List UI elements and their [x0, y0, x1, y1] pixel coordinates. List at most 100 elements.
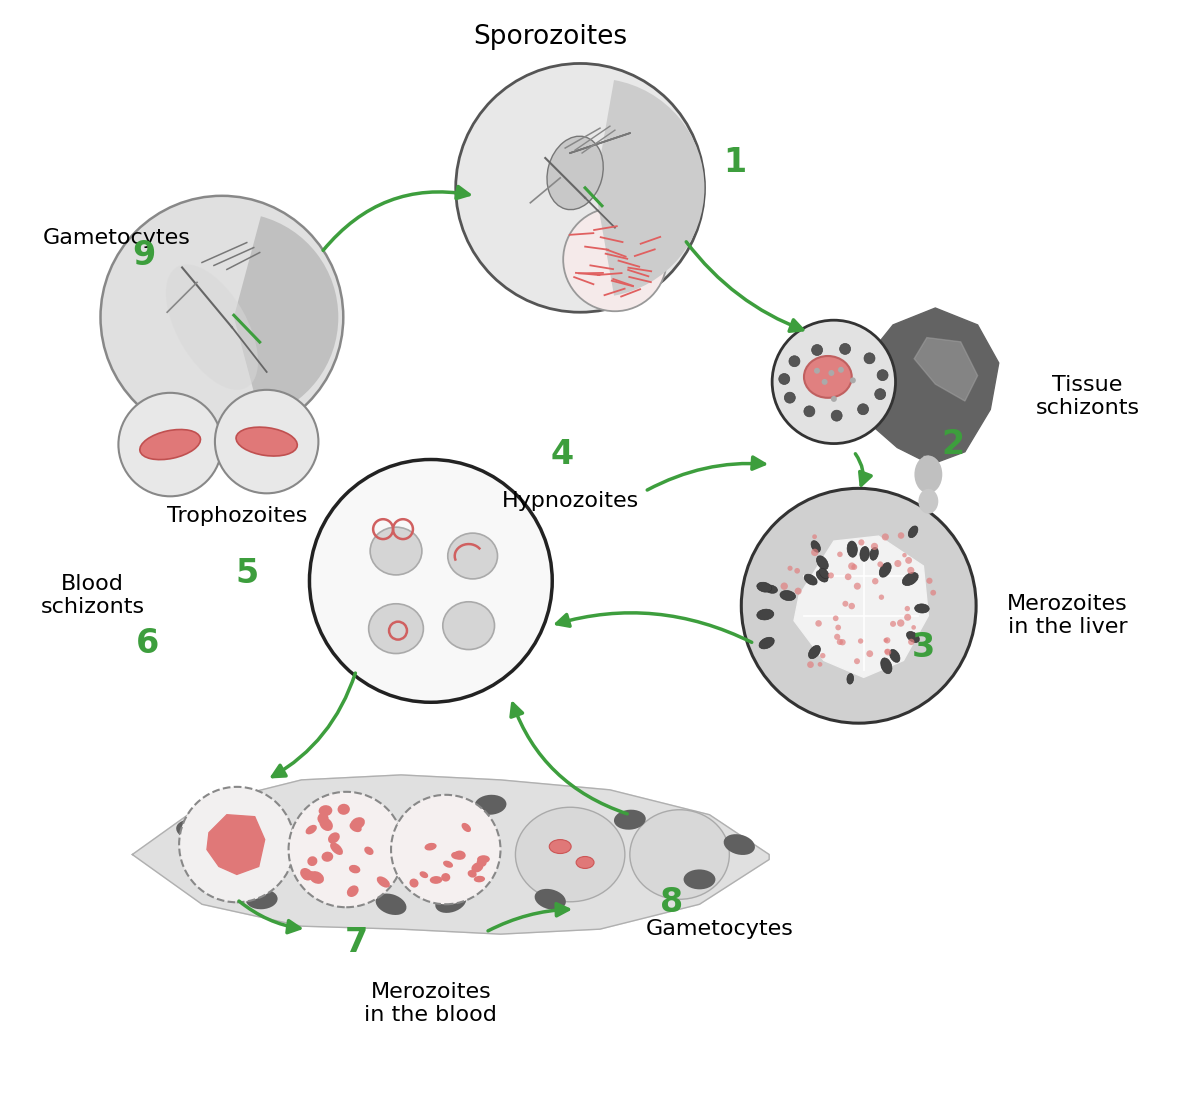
Ellipse shape [310, 872, 324, 884]
Ellipse shape [370, 527, 422, 575]
Ellipse shape [337, 804, 350, 815]
Ellipse shape [430, 876, 443, 884]
Ellipse shape [914, 604, 929, 613]
Ellipse shape [914, 455, 942, 493]
Circle shape [828, 573, 834, 578]
Ellipse shape [436, 892, 467, 913]
Circle shape [894, 560, 901, 567]
Circle shape [871, 542, 878, 550]
Ellipse shape [377, 876, 390, 887]
Text: 7: 7 [344, 925, 368, 959]
Ellipse shape [889, 650, 900, 662]
Circle shape [884, 648, 889, 654]
Circle shape [875, 388, 886, 400]
Polygon shape [794, 536, 929, 677]
Ellipse shape [478, 855, 490, 863]
Ellipse shape [902, 573, 918, 586]
Text: 8: 8 [660, 886, 683, 918]
Circle shape [858, 404, 869, 415]
Ellipse shape [304, 870, 314, 881]
Circle shape [179, 787, 294, 902]
Circle shape [808, 662, 814, 668]
Ellipse shape [176, 819, 208, 839]
Text: Blood
schizonts: Blood schizonts [41, 575, 145, 617]
Circle shape [834, 634, 840, 639]
Circle shape [898, 619, 905, 627]
Circle shape [812, 535, 817, 539]
Ellipse shape [246, 889, 277, 910]
Ellipse shape [847, 541, 857, 557]
Circle shape [840, 344, 851, 355]
Ellipse shape [318, 812, 329, 825]
Circle shape [779, 374, 790, 384]
Ellipse shape [448, 533, 498, 579]
Ellipse shape [376, 894, 407, 915]
Ellipse shape [516, 807, 625, 902]
Circle shape [391, 795, 500, 904]
Ellipse shape [724, 834, 755, 855]
Circle shape [905, 557, 912, 564]
Ellipse shape [908, 526, 918, 538]
Ellipse shape [816, 570, 828, 583]
Circle shape [854, 658, 860, 664]
Ellipse shape [330, 843, 343, 855]
Ellipse shape [472, 863, 484, 873]
Circle shape [898, 532, 905, 539]
Circle shape [820, 653, 826, 658]
Text: Gametocytes: Gametocytes [646, 920, 793, 940]
Ellipse shape [454, 850, 466, 859]
Ellipse shape [766, 585, 778, 594]
Ellipse shape [476, 858, 486, 867]
Circle shape [794, 588, 802, 595]
Polygon shape [132, 775, 769, 934]
Circle shape [815, 620, 822, 627]
Ellipse shape [550, 839, 571, 854]
Circle shape [785, 392, 796, 403]
Circle shape [119, 393, 222, 497]
Text: Merozoites
in the blood: Merozoites in the blood [365, 982, 497, 1026]
Circle shape [908, 638, 914, 645]
Text: 6: 6 [136, 627, 158, 660]
Text: 2: 2 [942, 429, 965, 461]
Circle shape [905, 606, 910, 612]
Circle shape [811, 345, 822, 356]
Text: Tissue
schizonts: Tissue schizonts [1036, 375, 1140, 418]
Ellipse shape [614, 810, 646, 829]
Ellipse shape [319, 818, 332, 831]
Circle shape [456, 64, 704, 312]
Ellipse shape [881, 658, 892, 674]
Ellipse shape [306, 825, 317, 835]
Circle shape [787, 566, 793, 570]
Circle shape [838, 551, 842, 557]
Ellipse shape [780, 590, 796, 600]
Ellipse shape [328, 833, 340, 844]
Ellipse shape [475, 795, 506, 815]
Circle shape [215, 389, 318, 493]
Circle shape [850, 377, 856, 383]
Ellipse shape [630, 810, 730, 899]
Ellipse shape [300, 868, 313, 881]
Ellipse shape [442, 873, 450, 882]
Circle shape [288, 792, 404, 907]
Text: 9: 9 [133, 239, 156, 272]
Polygon shape [914, 338, 978, 401]
Text: Trophozoites: Trophozoites [167, 507, 307, 527]
Circle shape [101, 195, 343, 439]
Circle shape [907, 567, 914, 574]
Circle shape [911, 625, 916, 629]
Text: Hypnozoites: Hypnozoites [502, 491, 638, 511]
Ellipse shape [319, 805, 332, 816]
Circle shape [866, 651, 874, 657]
Circle shape [902, 552, 907, 557]
Circle shape [926, 578, 932, 584]
Text: 5: 5 [235, 557, 258, 590]
Ellipse shape [847, 674, 853, 684]
Ellipse shape [811, 540, 821, 552]
Ellipse shape [809, 645, 821, 658]
Circle shape [904, 614, 911, 620]
Circle shape [883, 638, 888, 643]
Ellipse shape [307, 856, 317, 866]
Ellipse shape [474, 876, 485, 883]
Circle shape [884, 637, 890, 644]
Circle shape [877, 561, 883, 567]
